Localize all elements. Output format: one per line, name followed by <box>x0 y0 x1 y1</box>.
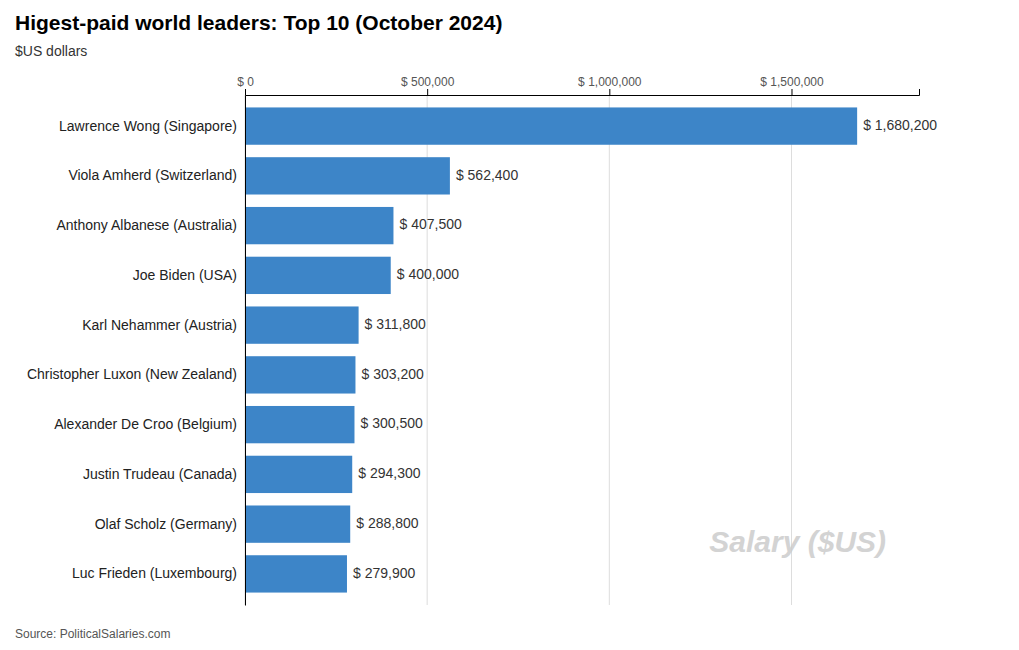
x-tick: $ 0 <box>237 75 254 95</box>
y-tick: Joe Biden (USA) <box>133 267 245 283</box>
subtitle: $US dollars <box>15 43 87 59</box>
y-axis-line <box>245 96 246 606</box>
y-tick-label: Justin Trudeau (Canada) <box>83 466 237 482</box>
grid-line <box>609 95 610 605</box>
bar <box>245 107 857 144</box>
x-axis-line <box>246 89 920 96</box>
y-tick: Luc Frieden (Luxembourg) <box>72 565 245 581</box>
y-tick: Christopher Luxon (New Zealand) <box>27 366 245 382</box>
plot: Salary ($US) $ 1,680,200 $ 562,400 $ 407,50… <box>27 75 937 606</box>
x-tick: $ 1,000,000 <box>578 75 642 95</box>
x-tick: $ 500,000 <box>401 75 455 95</box>
y-tick-label: Christopher Luxon (New Zealand) <box>27 366 237 382</box>
data-label: $ 1,680,200 <box>863 117 937 133</box>
x-tick-mark <box>609 89 610 95</box>
data-label: $ 279,900 <box>353 565 415 581</box>
title: Higest-paid world leaders: Top 10 (Octob… <box>15 11 502 34</box>
chart: Higest-paid world leaders: Top 10 (Octob… <box>0 0 1019 650</box>
y-tick: Viola Amherd (Switzerland) <box>68 167 245 183</box>
data-label: $ 303,200 <box>361 366 423 382</box>
y-tick-label: Lawrence Wong (Singapore) <box>59 118 237 134</box>
y-tick: Alexander De Croo (Belgium) <box>54 416 245 432</box>
grid-line <box>245 95 246 605</box>
y-tick: Justin Trudeau (Canada) <box>83 466 245 482</box>
y-tick: Olaf Scholz (Germany) <box>95 516 245 532</box>
y-axis: Lawrence Wong (Singapore) Viola Amherd (S… <box>27 96 246 606</box>
bar <box>245 306 359 343</box>
bar <box>245 356 355 393</box>
y-tick-label: Luc Frieden (Luxembourg) <box>72 565 237 581</box>
data-label: $ 400,000 <box>397 266 459 282</box>
data-label: $ 288,800 <box>356 515 418 531</box>
y-tick-label: Alexander De Croo (Belgium) <box>54 416 237 432</box>
x-tick: $ 1,500,000 <box>760 75 824 95</box>
x-tick-label: $ 0 <box>237 75 254 89</box>
y-tick-label: Viola Amherd (Switzerland) <box>68 167 237 183</box>
x-tick-label: $ 1,000,000 <box>578 75 642 89</box>
data-label: $ 562,400 <box>456 167 518 183</box>
x-tick-label: $ 500,000 <box>401 75 455 89</box>
y-tick-label: Joe Biden (USA) <box>133 267 237 283</box>
y-tick: Anthony Albanese (Australia) <box>56 217 245 233</box>
x-tick-mark <box>791 89 792 95</box>
y-tick-label: Olaf Scholz (Germany) <box>95 516 237 532</box>
y-tick: Lawrence Wong (Singapore) <box>59 118 245 134</box>
bar <box>245 456 352 493</box>
x-tick-mark <box>245 89 246 95</box>
data-label: $ 311,800 <box>365 316 426 332</box>
x-tick-mark <box>427 89 428 95</box>
bar <box>245 257 391 294</box>
bar <box>245 406 354 443</box>
bar <box>245 505 350 542</box>
source: Source: PoliticalSalaries.com <box>15 627 170 641</box>
bar <box>245 555 347 592</box>
bars <box>245 107 857 592</box>
data-label: $ 294,300 <box>358 465 420 481</box>
data-labels: $ 1,680,200 $ 562,400 $ 407,500 $ 400,000 $ … <box>353 117 937 581</box>
y-tick-label: Anthony Albanese (Australia) <box>56 217 237 233</box>
y-tick-label: Karl Nehammer (Austria) <box>82 317 237 333</box>
annotation: Salary ($US) <box>709 525 886 558</box>
bar <box>245 157 450 194</box>
x-axis: $ 0 $ 500,000 $ 1,000,000 $ 1,500,000 <box>237 75 919 96</box>
y-tick: Karl Nehammer (Austria) <box>82 317 245 333</box>
bar <box>245 207 393 244</box>
data-label: $ 300,500 <box>360 415 422 431</box>
data-label: $ 407,500 <box>399 216 461 232</box>
x-tick-label: $ 1,500,000 <box>760 75 824 89</box>
